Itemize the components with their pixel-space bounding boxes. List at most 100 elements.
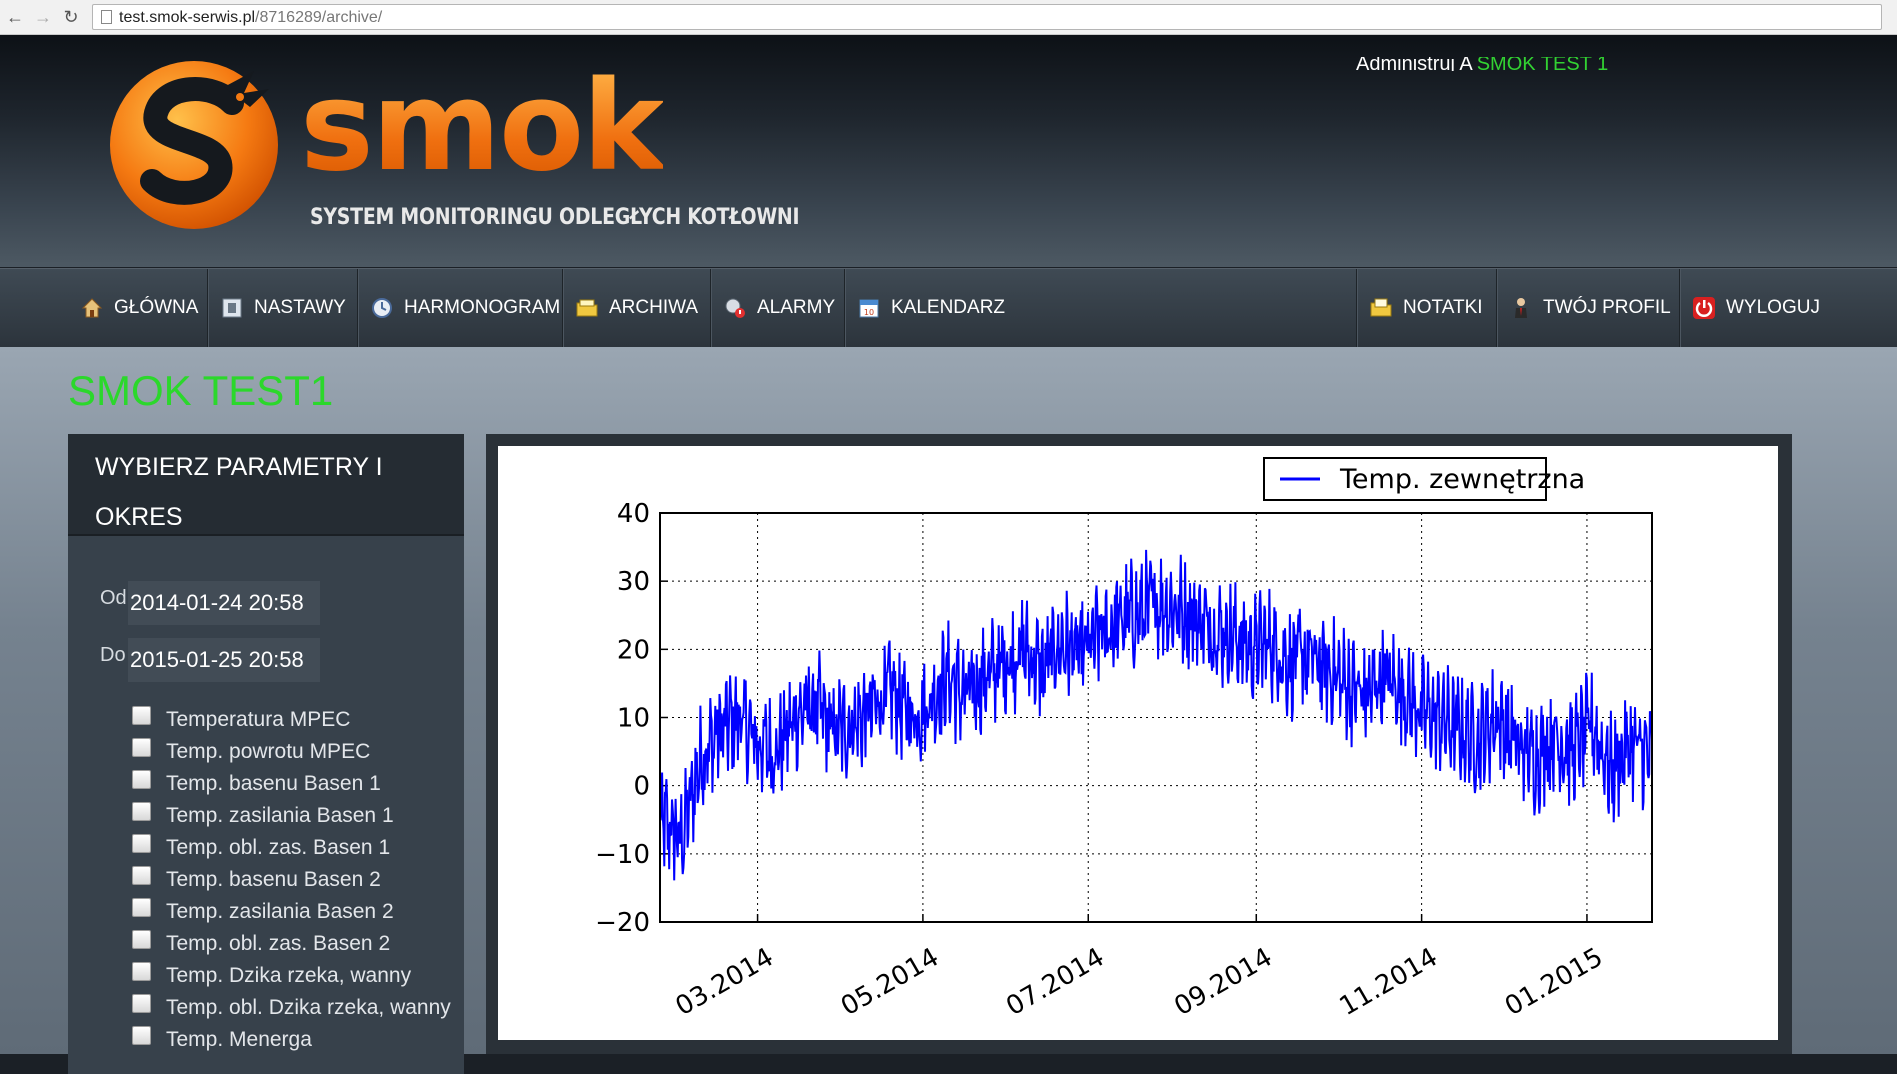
parameter-checkbox[interactable]	[132, 930, 151, 949]
nav-archives-label: ARCHIWA	[609, 297, 699, 318]
url-host: test.smok-serwis.pl	[119, 9, 256, 26]
nav-alarms[interactable]: ALARMY	[711, 269, 835, 347]
dragon-logo-icon	[110, 61, 278, 229]
url-path: /8716289/archive/	[255, 9, 383, 26]
parameter-label: Temp. basenu Basen 1	[166, 772, 381, 795]
parameter-label: Temp. basenu Basen 2	[166, 868, 381, 891]
parameter-checkbox[interactable]	[132, 802, 151, 821]
y-tick-label: 10	[617, 704, 650, 734]
temperature-chart: −20 −10 0 10 20 30 40 03.2014 05.2014 07.2014 09.2…	[595, 457, 1653, 1022]
user-icon	[1515, 298, 1527, 318]
nav-divider	[207, 269, 208, 347]
parameter-label: Temp. obl. zas. Basen 1	[166, 836, 391, 859]
logo-wordmark: smok	[300, 55, 665, 199]
nav-settings[interactable]: NASTAWY	[208, 269, 346, 347]
parameter-checkbox[interactable]	[132, 770, 151, 789]
parameter-checkbox[interactable]	[132, 834, 151, 853]
nav-divider	[562, 269, 563, 347]
plot-frame	[659, 512, 1653, 923]
parameter-label: Temp. zasilania Basen 1	[166, 804, 394, 827]
y-tick-label: 20	[617, 635, 650, 665]
logo-tagline: SYSTEM MONITORINGU ODLEGŁYCH KOTŁOWNI	[310, 205, 800, 230]
date-to-label: Do	[100, 644, 126, 666]
folder-icon	[576, 299, 598, 317]
browser-toolbar: ← → ↻ test.smok-serwis.pl/8716289/archiv…	[0, 0, 1897, 35]
nav-profile-label: TWÓJ PROFIL	[1543, 297, 1671, 318]
parameter-label: Temp. Dzika rzeka, wanny	[166, 964, 412, 987]
parameter-label: Temperatura MPEC	[166, 708, 351, 731]
nav-notes-label: NOTATKI	[1403, 297, 1483, 318]
admin-line: Administruj A SMOK TEST 1	[1356, 57, 1608, 71]
nav-home-label: GŁÓWNA	[114, 297, 199, 318]
nav-archives[interactable]: ARCHIWA	[563, 269, 698, 347]
nav-calendar-label: KALENDARZ	[891, 297, 1006, 318]
main-content: SMOK TEST1 WYBIERZ PARAMETRY I OKRES Od …	[0, 347, 1897, 1074]
clock-icon	[372, 298, 392, 318]
parameter-label: Temp. Menerga	[166, 1028, 312, 1051]
parameter-label: Temp. obl. Dzika rzeka, wanny	[166, 996, 451, 1019]
reload-icon[interactable]: ↻	[63, 7, 79, 27]
chart-area: −20 −10 0 10 20 30 40 03.2014 05.2014 07.2014 09.2…	[498, 446, 1778, 1040]
x-tick-label: 03.2014	[671, 942, 779, 1022]
x-tick-label: 09.2014	[1169, 942, 1277, 1022]
y-tick-label: 40	[617, 499, 650, 529]
forward-arrow-icon[interactable]: →	[34, 7, 52, 27]
notes-icon	[1370, 298, 1392, 317]
x-tick-label: 11.2014	[1335, 942, 1443, 1022]
parameter-checkbox[interactable]	[132, 738, 151, 757]
page-title: SMOK TEST1	[68, 367, 334, 414]
svg-text:10: 10	[864, 308, 874, 317]
nav-calendar[interactable]: 10 KALENDARZ	[845, 269, 1005, 347]
parameter-checkbox[interactable]	[132, 994, 151, 1013]
legend-label: Temp. zewnętrzna	[1339, 464, 1585, 495]
parameter-label: Temp. zasilania Basen 2	[166, 900, 394, 923]
nav-schedule[interactable]: HARMONOGRAM	[358, 269, 560, 347]
parameter-checkbox[interactable]	[132, 962, 151, 981]
settings-icon	[222, 298, 242, 318]
parameter-checkbox[interactable]	[132, 866, 151, 885]
series-line-temp-zewnetrzna	[659, 549, 1653, 881]
parameter-label: Temp. obl. zas. Basen 2	[166, 932, 391, 955]
nav-divider	[710, 269, 711, 347]
admin-device-link[interactable]: SMOK TEST 1	[1476, 57, 1609, 71]
y-tick-label: −10	[595, 840, 650, 870]
chart-panel: −20 −10 0 10 20 30 40 03.2014 05.2014 07.2014 09.2…	[486, 434, 1792, 1054]
nav-divider	[844, 269, 845, 347]
calendar-icon: 10	[859, 299, 879, 318]
nav-logout[interactable]: WYLOGUJ	[1680, 269, 1820, 347]
nav-schedule-label: HARMONOGRAM	[404, 297, 561, 318]
parameter-label: Temp. powrotu MPEC	[166, 740, 371, 763]
sidebar-heading-text: WYBIERZ PARAMETRY I OKRES	[95, 453, 383, 531]
home-icon	[81, 298, 103, 318]
parameter-checkbox[interactable]	[132, 1026, 151, 1045]
y-tick-label: 30	[617, 567, 650, 597]
sidebar-heading: WYBIERZ PARAMETRY I OKRES	[68, 434, 464, 536]
back-arrow-icon[interactable]: ←	[6, 7, 24, 27]
url-text[interactable]: test.smok-serwis.pl/8716289/archive/	[119, 9, 382, 27]
admin-text: Administruj A	[1356, 57, 1473, 71]
nav-divider	[1679, 269, 1680, 347]
x-tick-label: 01.2015	[1500, 942, 1608, 1022]
nav-home[interactable]: GŁÓWNA	[68, 269, 198, 347]
nav-profile[interactable]: TWÓJ PROFIL	[1497, 269, 1671, 347]
nav-settings-label: NASTAWY	[254, 297, 346, 318]
nav-alarms-label: ALARMY	[757, 297, 836, 318]
nav-divider	[1496, 269, 1497, 347]
y-tick-label: −20	[595, 908, 650, 938]
nav-notes[interactable]: NOTATKI	[1357, 269, 1483, 347]
page-icon	[101, 10, 112, 24]
x-tick-label: 07.2014	[1001, 942, 1109, 1022]
address-bar[interactable]: test.smok-serwis.pl/8716289/archive/	[92, 4, 1882, 30]
nav-divider	[1356, 269, 1357, 347]
date-from-label: Od	[100, 587, 127, 609]
nav-divider	[357, 269, 358, 347]
x-tick-label: 05.2014	[836, 942, 944, 1022]
y-tick-label: 0	[633, 772, 650, 802]
date-from-input[interactable]: 2014-01-24 20:58	[128, 581, 320, 625]
power-icon	[1693, 297, 1715, 319]
parameter-checkbox[interactable]	[132, 706, 151, 725]
main-navigation: GŁÓWNA NASTAWY HARMONOGRAM ARCHIWA ALARM…	[0, 268, 1897, 348]
parameters-sidebar: WYBIERZ PARAMETRY I OKRES Od 2014-01-24 …	[68, 434, 464, 1074]
parameter-checkbox[interactable]	[132, 898, 151, 917]
date-to-input[interactable]: 2015-01-25 20:58	[128, 638, 320, 682]
